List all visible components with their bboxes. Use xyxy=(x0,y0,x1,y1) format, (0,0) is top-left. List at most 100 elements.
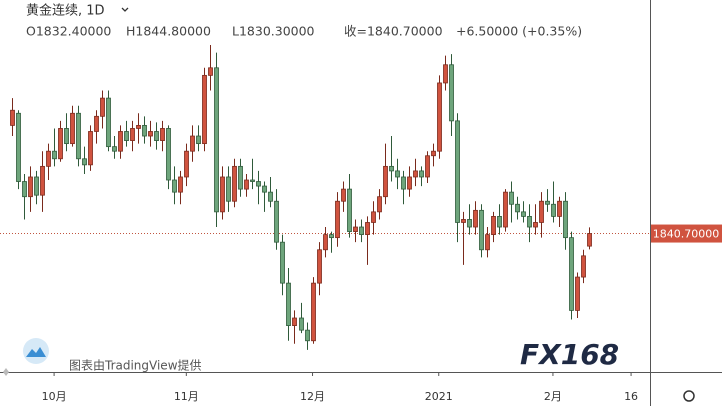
ohlc-legend: O1832.40000 H1844.80000 L1830.30000 收=1840.… xyxy=(26,24,582,39)
tradingview-badge xyxy=(23,338,49,364)
candle-body xyxy=(226,176,231,202)
candle-body xyxy=(443,64,448,84)
symbol-title[interactable]: 黄金连续, 1D xyxy=(26,3,105,19)
candle-body xyxy=(286,282,291,326)
candle-body xyxy=(58,128,63,160)
candle-body xyxy=(527,216,532,228)
candle-body xyxy=(16,112,21,182)
candle-body xyxy=(353,226,358,232)
candle-body xyxy=(299,317,304,331)
candle-body xyxy=(106,97,111,148)
candle-body xyxy=(214,67,219,213)
candle-body xyxy=(208,67,213,76)
candle-body xyxy=(22,181,27,198)
candle-body xyxy=(118,131,123,152)
candle-body xyxy=(317,249,322,284)
candle-body xyxy=(64,128,69,145)
candle-body xyxy=(160,128,165,141)
scroll-handle xyxy=(3,368,9,376)
legend-value: H1844.80000 xyxy=(126,24,211,39)
candle-body xyxy=(46,150,51,167)
candle-body xyxy=(359,226,364,236)
candle-body xyxy=(178,176,183,193)
candle-body xyxy=(383,165,388,198)
candle-body xyxy=(437,82,442,152)
candle-body xyxy=(479,209,484,251)
candle-body xyxy=(28,176,33,198)
candle-body xyxy=(455,120,460,223)
candle-body xyxy=(335,200,340,239)
dropdown-icon[interactable] xyxy=(121,7,129,12)
candle-body xyxy=(88,131,93,166)
candle-body xyxy=(250,179,255,182)
candle-body xyxy=(425,155,430,178)
candle-body xyxy=(365,222,370,236)
settings-icon[interactable] xyxy=(683,390,695,402)
candle-body xyxy=(232,165,237,202)
candle-body xyxy=(539,200,544,223)
candle-body xyxy=(142,125,147,137)
candle-body xyxy=(94,115,99,132)
candle-body xyxy=(377,196,382,213)
last-price-tag xyxy=(651,224,722,243)
last-price-label: 1840.70000 xyxy=(653,228,719,241)
candle-body xyxy=(515,203,520,213)
badge-circle xyxy=(23,338,49,364)
candle-body xyxy=(413,170,418,178)
candle-body xyxy=(280,241,285,284)
candle-body xyxy=(323,234,328,251)
candle-body xyxy=(503,191,508,228)
candle-body xyxy=(419,170,424,178)
logo: FX168 xyxy=(520,338,619,371)
candle-body xyxy=(10,109,15,126)
candle-body xyxy=(52,150,57,160)
x-tick-label: 10月 xyxy=(42,390,67,403)
candle-body xyxy=(202,74,207,145)
candle-body xyxy=(172,179,177,193)
candle-body xyxy=(473,209,478,228)
candle-body xyxy=(497,216,502,228)
gear[interactable] xyxy=(683,390,695,402)
candle-body xyxy=(166,128,171,181)
candle-body xyxy=(461,219,466,223)
candle-body xyxy=(238,165,243,190)
candle-body xyxy=(491,216,496,236)
candle-body xyxy=(563,200,568,239)
candle-body xyxy=(485,234,490,251)
candle-body xyxy=(136,125,141,129)
candle-body xyxy=(70,112,75,145)
candle-body xyxy=(509,191,514,205)
candle-body xyxy=(311,282,316,342)
candle-body xyxy=(124,131,129,141)
candle-body xyxy=(347,188,352,232)
candle-body xyxy=(395,170,400,178)
x-tick-label: 2月 xyxy=(544,390,562,403)
candle-body xyxy=(551,203,556,217)
candle-body xyxy=(76,112,81,160)
candle-body xyxy=(329,234,334,239)
candle-body xyxy=(100,97,105,117)
x-tick-label: 2021 xyxy=(425,390,453,403)
x-tick-label: 12月 xyxy=(300,390,325,403)
candle-body xyxy=(569,237,574,311)
candle-body xyxy=(449,64,454,122)
plot-area xyxy=(0,45,650,350)
candle-body xyxy=(34,176,39,196)
candle-body xyxy=(268,191,273,202)
candle-body xyxy=(389,165,394,172)
candle-body xyxy=(407,176,412,190)
candle-body xyxy=(82,158,87,166)
candle-body xyxy=(521,211,526,217)
candle-body xyxy=(262,185,267,193)
candle-body xyxy=(256,181,261,187)
candle-body xyxy=(40,165,45,196)
candle-body xyxy=(292,317,297,326)
badge-icon xyxy=(26,347,46,357)
candle-body xyxy=(371,211,376,223)
candle-body xyxy=(581,255,586,278)
legend-value: +6.50000 (+0.35%) xyxy=(456,24,582,39)
legend-value: L1830.30000 xyxy=(232,24,315,39)
candle-body xyxy=(112,146,117,152)
